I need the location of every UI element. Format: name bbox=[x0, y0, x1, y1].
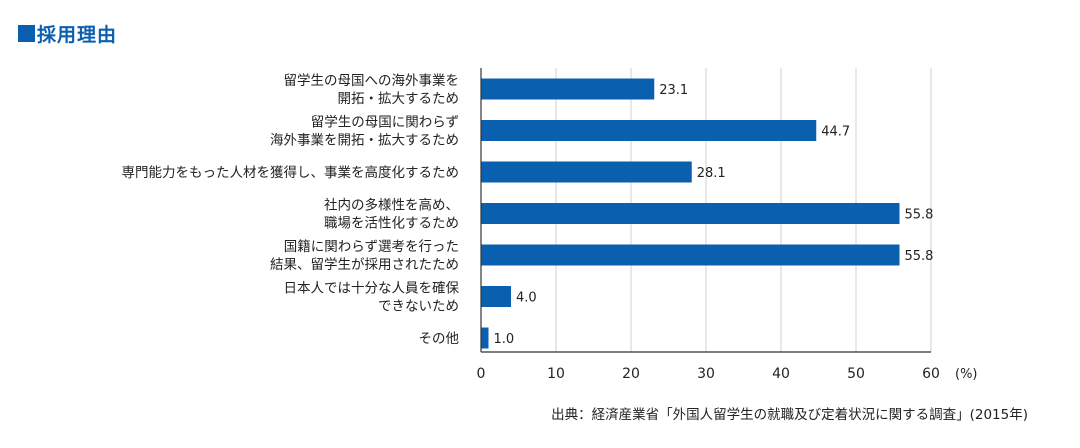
x-tick-label-60: 60 bbox=[922, 366, 940, 382]
bar-0 bbox=[481, 78, 655, 100]
chart-title-text: 採用理由 bbox=[37, 24, 118, 46]
bar-3 bbox=[481, 203, 900, 224]
category-label-4-0: 国籍に関わらず選考を行った bbox=[284, 238, 459, 255]
data-label-3: 55.8 bbox=[905, 208, 934, 223]
x-tick-label-20: 20 bbox=[622, 366, 640, 382]
data-label-2: 28.1 bbox=[697, 166, 726, 181]
title-marker-icon bbox=[18, 25, 35, 42]
category-label-0-1: 開拓・拡大するため bbox=[338, 91, 460, 107]
category-label-1-0: 留学生の母国に関わらず bbox=[311, 115, 459, 131]
x-tick-label-10: 10 bbox=[547, 366, 565, 382]
category-label-3-0: 社内の多様性を高め、 bbox=[324, 197, 459, 214]
category-label-3-1: 職場を活性化するため bbox=[324, 216, 459, 232]
x-tick-label-0: 0 bbox=[477, 366, 486, 382]
x-tick-label-50: 50 bbox=[847, 366, 865, 382]
category-label-5-0: 日本人では十分な人員を確保 bbox=[284, 281, 460, 297]
category-label-6-0: その他 bbox=[419, 331, 460, 347]
category-label-1-1: 海外事業を開拓・拡大するため bbox=[270, 133, 459, 149]
chart-title: 採用理由 bbox=[18, 20, 117, 47]
x-tick-label-40: 40 bbox=[772, 366, 790, 382]
bar-5 bbox=[481, 286, 511, 307]
x-tick-label-30: 30 bbox=[697, 366, 715, 382]
category-label-5-1: できないため bbox=[378, 299, 459, 315]
source-note: 出典：経済産業省「外国人留学生の就職及び定着状況に関する調査」(2015年) bbox=[551, 407, 1028, 423]
data-label-6: 1.0 bbox=[494, 332, 515, 347]
bar-1 bbox=[481, 120, 817, 141]
category-label-2-0: 専門能力をもった人材を獲得し、事業を高度化するため bbox=[122, 164, 460, 181]
bar-4 bbox=[481, 244, 900, 266]
data-label-4: 55.8 bbox=[905, 249, 934, 264]
bar-6 bbox=[481, 327, 489, 349]
x-unit-label: (%) bbox=[955, 367, 978, 382]
category-label-4-1: 結果、留学生が採用されたため bbox=[270, 257, 459, 273]
data-label-1: 44.7 bbox=[821, 125, 850, 140]
data-label-0: 23.1 bbox=[659, 83, 688, 98]
data-label-5: 4.0 bbox=[516, 291, 537, 306]
category-label-0-0: 留学生の母国への海外事業を bbox=[284, 73, 460, 89]
bar-2 bbox=[481, 161, 692, 183]
